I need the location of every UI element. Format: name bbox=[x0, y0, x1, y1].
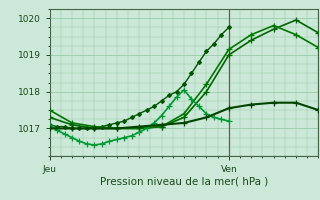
X-axis label: Pression niveau de la mer( hPa ): Pression niveau de la mer( hPa ) bbox=[100, 177, 268, 187]
